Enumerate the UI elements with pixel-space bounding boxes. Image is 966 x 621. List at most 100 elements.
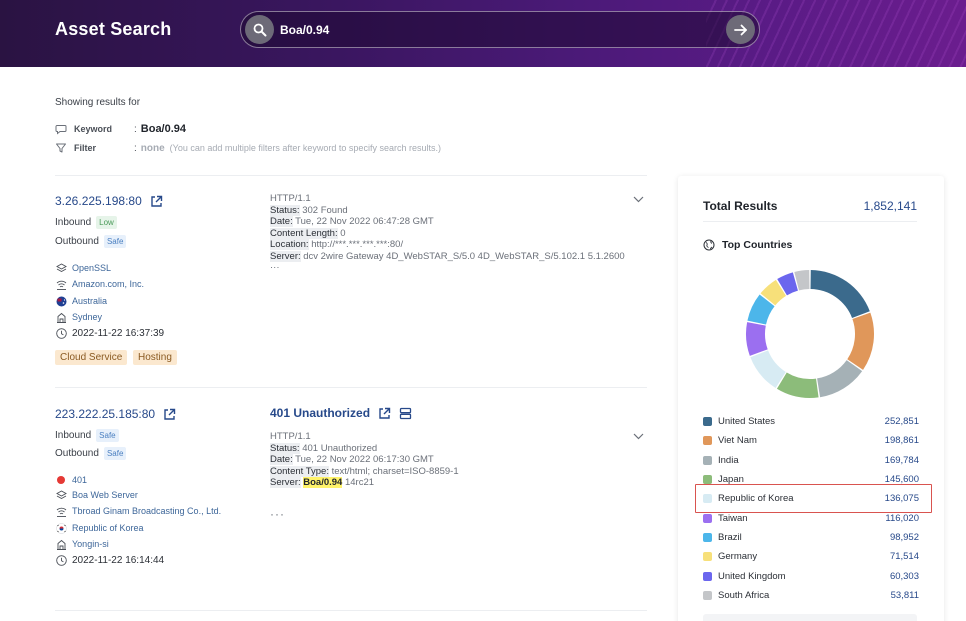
banner-keyword-highlight: Boa/0.94 (303, 477, 343, 488)
show-more-bar[interactable] (703, 614, 917, 621)
donut-slice[interactable] (760, 279, 787, 306)
country-row[interactable]: Republic of Korea (55, 522, 144, 534)
server-icon[interactable] (399, 407, 412, 420)
search-icon[interactable] (245, 15, 274, 44)
search-submit-button[interactable] (726, 15, 755, 44)
banner-value: Tue, 22 Nov 2022 06:17:30 GMT (292, 454, 434, 465)
donut-slice[interactable] (810, 270, 870, 318)
result-title[interactable]: 401 Unauthorized (270, 406, 412, 420)
legend-item[interactable]: United States 252,851 (703, 412, 919, 431)
donut-slice[interactable] (746, 322, 768, 356)
software-name[interactable]: Boa Web Server (72, 490, 138, 500)
external-link-icon[interactable] (163, 408, 176, 421)
org-row[interactable]: Tbroad Ginam Broadcasting Co., Ltd. (55, 505, 221, 517)
legend-country-name[interactable]: Brazil (718, 531, 742, 543)
showing-results-label: Showing results for (55, 97, 141, 108)
legend-country-count: 169,784 (884, 454, 919, 466)
filter-hint: (You can add multiple filters after keyw… (169, 143, 441, 153)
result-ip-link[interactable]: 223.222.25.185:80 (55, 407, 176, 421)
org-row[interactable]: Amazon.com, Inc. (55, 278, 144, 290)
legend-item[interactable]: India 169,784 (703, 451, 919, 470)
external-link-icon[interactable] (150, 195, 163, 208)
legend-country-name[interactable]: United States (718, 416, 776, 428)
external-link-icon[interactable] (378, 407, 391, 420)
globe-icon (703, 239, 715, 251)
australia-flag-icon (55, 295, 67, 307)
total-results-label: Total Results (703, 199, 778, 213)
donut-slice[interactable] (847, 312, 874, 370)
building-icon (55, 311, 67, 323)
legend-country-name[interactable]: Taiwan (718, 512, 748, 524)
country-name[interactable]: Australia (72, 296, 108, 306)
legend-item[interactable]: Japan 145,600 (703, 470, 919, 489)
donut-slice[interactable] (750, 350, 786, 388)
software-row[interactable]: Boa Web Server (55, 489, 138, 501)
software-name[interactable]: OpenSSL (72, 263, 112, 273)
donut-slice[interactable] (776, 372, 819, 398)
org-name[interactable]: Amazon.com, Inc. (72, 279, 145, 289)
legend-country-name[interactable]: India (718, 454, 739, 466)
donut-slice[interactable] (777, 272, 798, 296)
legend-item[interactable]: Brazil 98,952 (703, 528, 919, 547)
layers-icon (55, 262, 67, 274)
city-name[interactable]: Yongin-si (72, 539, 109, 549)
legend-item[interactable]: South Africa 53,811 (703, 586, 919, 605)
donut-slice[interactable] (794, 270, 810, 291)
tag-hosting[interactable]: Hosting (133, 350, 177, 365)
top-countries-label: Top Countries (722, 239, 793, 251)
banner-key: Status: (270, 204, 300, 216)
banner-value: 0 (337, 227, 346, 239)
inbound-label: Inbound (55, 217, 92, 228)
status-row[interactable]: 401 (55, 474, 87, 486)
donut-slice[interactable] (817, 360, 863, 398)
search-input[interactable] (280, 20, 700, 40)
software-row[interactable]: OpenSSL (55, 262, 111, 274)
banner-key: Location: (270, 239, 309, 250)
legend-item[interactable]: Germany 71,514 (703, 547, 919, 566)
result-ip-link[interactable]: 3.26.225.198:80 (55, 194, 163, 208)
donut-slice[interactable] (747, 294, 775, 325)
tag-cloud-service[interactable]: Cloud Service (55, 350, 128, 365)
legend-item[interactable]: United Kingdom 60,303 (703, 566, 919, 585)
legend-country-count: 53,811 (890, 589, 919, 601)
outbound-badge: Safe (103, 447, 127, 460)
legend-country-name[interactable]: Japan (718, 474, 744, 486)
city-row[interactable]: Sydney (55, 311, 102, 323)
keyword-colon: : (134, 123, 137, 135)
legend-swatch (703, 590, 712, 600)
legend-country-name[interactable]: Viet Nam (718, 435, 757, 447)
legend-item[interactable]: Viet Nam 198,861 (703, 431, 919, 450)
legend-country-count: 145,600 (884, 474, 919, 486)
chevron-down-icon[interactable] (633, 433, 644, 440)
org-name[interactable]: Tbroad Ginam Broadcasting Co., Ltd. (72, 506, 222, 516)
legend-country-count: 116,020 (885, 512, 919, 524)
banner-more[interactable]: ··· (270, 262, 280, 273)
keyword-label: Keyword (74, 124, 113, 134)
legend-country-name[interactable]: South Africa (718, 589, 770, 601)
timestamp: 2022-11-22 16:14:44 (72, 554, 165, 566)
chevron-down-icon[interactable] (633, 196, 644, 203)
country-name[interactable]: Republic of Korea (72, 523, 144, 533)
legend-item[interactable]: Taiwan 116,020 (703, 508, 919, 527)
result-ip[interactable]: 223.222.25.185:80 (55, 407, 156, 421)
status-dot-icon (55, 474, 67, 486)
legend-country-name[interactable]: United Kingdom (718, 570, 786, 582)
legend-country-name[interactable]: Republic of Korea (718, 493, 794, 505)
clock-icon (55, 327, 67, 339)
legend-item[interactable]: Republic of Korea 136,075 (703, 489, 919, 508)
city-name[interactable]: Sydney (72, 312, 103, 322)
result-ip[interactable]: 3.26.225.198:80 (55, 194, 142, 208)
city-row[interactable]: Yongin-si (55, 538, 109, 550)
status-code[interactable]: 401 (72, 475, 88, 485)
country-row[interactable]: Australia (55, 295, 107, 307)
legend-swatch (703, 455, 712, 465)
legend-country-count: 98,952 (889, 531, 919, 543)
app-header: Asset Search (0, 0, 966, 67)
korea-flag-icon (55, 522, 67, 534)
legend-country-name[interactable]: Germany (718, 551, 758, 563)
banner-more[interactable]: ··· (270, 507, 285, 521)
inbound-row: Inbound Low (55, 216, 117, 229)
legend-swatch (703, 417, 712, 427)
result-title-text[interactable]: 401 Unauthorized (270, 406, 371, 420)
banner-value: dcv 2wire Gateway 4D_WebSTAR_S/5.0 4D_We… (300, 250, 625, 262)
